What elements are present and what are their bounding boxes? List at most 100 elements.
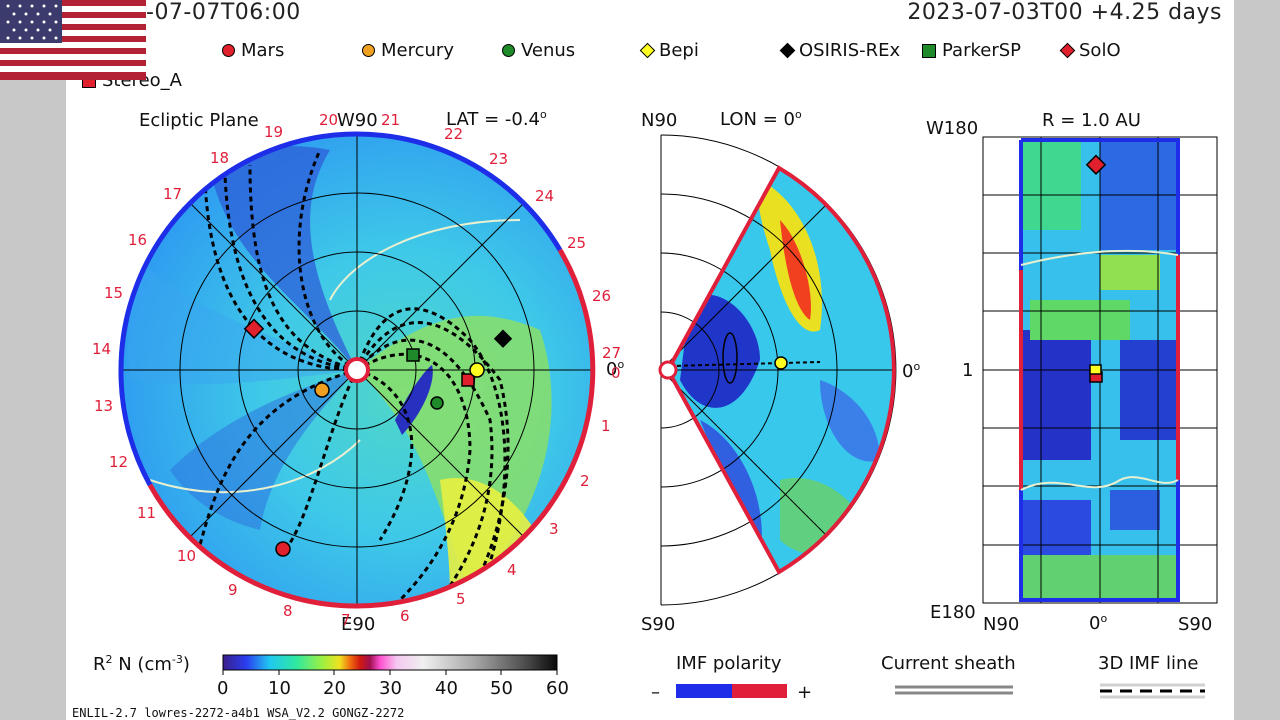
bepi-icon bbox=[639, 42, 656, 59]
sphere-mid: 1 bbox=[962, 360, 974, 381]
day-tick: 13 bbox=[94, 397, 114, 415]
colorbar-tick: 0 bbox=[217, 678, 229, 699]
meridional-n90: N90 bbox=[641, 110, 678, 131]
day-tick: 10 bbox=[177, 547, 197, 565]
bepi-marker bbox=[469, 362, 485, 378]
degree-symbol: o bbox=[617, 358, 625, 371]
earth-marker bbox=[275, 541, 291, 557]
colorbar-label: R2 N (cm-3) bbox=[93, 653, 190, 675]
mercury-marker bbox=[314, 382, 330, 398]
ecliptic-title: Ecliptic Plane bbox=[139, 110, 259, 131]
osiris-icon bbox=[779, 42, 796, 59]
ecliptic-lat-value: LAT = -0.4 bbox=[446, 109, 540, 130]
day-tick: 17 bbox=[163, 185, 183, 203]
meridional-lon-value: LON = 0 bbox=[720, 109, 795, 130]
mars-marker bbox=[243, 318, 265, 339]
colorbar-tick: 60 bbox=[546, 678, 569, 699]
colorbar-tick: 10 bbox=[268, 678, 291, 699]
day-tick: 25 bbox=[567, 234, 587, 252]
sphere-0deg: 0o bbox=[1089, 612, 1107, 634]
day-tick: 7 bbox=[341, 611, 351, 629]
imf-plus: + bbox=[797, 682, 813, 703]
day-tick: 1 bbox=[601, 417, 611, 435]
sphere-n90: N90 bbox=[983, 614, 1020, 635]
sphere-w180: W180 bbox=[926, 118, 979, 139]
degree-symbol: o bbox=[795, 108, 802, 121]
day-tick: 20 bbox=[319, 111, 339, 129]
legend-venus: Venus bbox=[502, 40, 575, 61]
day-tick: 18 bbox=[210, 149, 230, 167]
imf-minus: – bbox=[651, 682, 660, 703]
day-tick: 9 bbox=[228, 581, 238, 599]
day-tick: 11 bbox=[137, 504, 157, 522]
sun-marker bbox=[344, 357, 370, 383]
colorbar-tick: 40 bbox=[435, 678, 458, 699]
legend-mars-label: Mars bbox=[241, 40, 285, 61]
ecliptic-0-value: 0 bbox=[606, 359, 618, 380]
colorbar-label-n: N (cm bbox=[118, 654, 172, 675]
venus-marker bbox=[430, 396, 444, 410]
legend-bepi: Bepi bbox=[639, 40, 699, 61]
day-tick: 26 bbox=[592, 287, 612, 305]
venus-icon bbox=[502, 44, 515, 57]
ecliptic-w90: W90 bbox=[337, 110, 378, 131]
ecliptic-lat: LAT = -0.4o bbox=[446, 108, 547, 130]
us-flag-image bbox=[0, 0, 146, 80]
day-tick: 6 bbox=[400, 607, 410, 625]
parker-icon bbox=[922, 43, 936, 58]
day-tick: 22 bbox=[444, 125, 464, 143]
day-tick: 0 bbox=[611, 364, 621, 382]
current-sheath-title: Current sheath bbox=[881, 653, 1016, 674]
simulation-time: -07-07T06:00 bbox=[146, 0, 301, 25]
legend-solo-label: SolO bbox=[1079, 40, 1121, 61]
meridional-0-value: 0 bbox=[902, 361, 914, 382]
ecliptic-plot bbox=[118, 131, 596, 609]
imf-polarity-title: IMF polarity bbox=[676, 653, 782, 674]
mars-icon bbox=[222, 44, 235, 57]
colorbar-tick: 30 bbox=[379, 678, 402, 699]
sphere-0-value: 0 bbox=[1089, 613, 1101, 634]
day-tick: 14 bbox=[92, 340, 112, 358]
mercury-icon bbox=[362, 44, 375, 57]
sphere-e180: E180 bbox=[930, 602, 976, 623]
imf-line-title: 3D IMF line bbox=[1098, 653, 1199, 674]
legend-osiris: OSIRIS-REx bbox=[779, 40, 901, 61]
run-start-time: 2023-07-03T00 +4.25 days bbox=[907, 0, 1222, 25]
legend-mercury: Mercury bbox=[362, 40, 454, 61]
solo-icon bbox=[1059, 42, 1076, 59]
legend-solo: SolO bbox=[1059, 40, 1121, 61]
meridional-0deg: 0o bbox=[902, 360, 920, 382]
degree-symbol: o bbox=[913, 360, 921, 373]
legend-mars: Mars bbox=[222, 40, 284, 61]
day-tick: 27 bbox=[602, 344, 622, 362]
day-tick: 4 bbox=[507, 561, 517, 579]
colorbar-label-r: R bbox=[93, 654, 106, 675]
day-tick: 23 bbox=[489, 150, 509, 168]
imf-positive-swatch bbox=[732, 684, 787, 698]
legend-osiris-label: OSIRIS-REx bbox=[799, 40, 901, 61]
meridional-plot bbox=[658, 134, 897, 606]
legend-venus-label: Venus bbox=[521, 40, 576, 61]
current-sheath-swatch bbox=[895, 685, 1013, 695]
sphere-radius: R = 1.0 AU bbox=[1042, 110, 1141, 131]
colorbar-label-exp: -3 bbox=[171, 653, 183, 666]
legend-parker-label: ParkerSP bbox=[942, 40, 1022, 61]
day-tick: 19 bbox=[264, 123, 284, 141]
day-tick: 21 bbox=[381, 111, 401, 129]
osiris-marker bbox=[493, 329, 513, 348]
colorbar-label-sup: 2 bbox=[105, 653, 113, 666]
meridional-s90: S90 bbox=[641, 614, 676, 635]
day-tick: 5 bbox=[456, 590, 466, 608]
sphere-map bbox=[982, 136, 1218, 604]
degree-symbol: o bbox=[540, 108, 547, 121]
day-tick: 12 bbox=[109, 453, 129, 471]
legend-mercury-label: Mercury bbox=[381, 40, 454, 61]
imf-negative-swatch bbox=[676, 684, 732, 698]
day-tick: 3 bbox=[549, 520, 559, 538]
day-tick: 2 bbox=[580, 472, 590, 490]
day-tick: 8 bbox=[283, 602, 293, 620]
ecliptic-e90: E90 bbox=[341, 614, 376, 635]
day-tick: 15 bbox=[104, 284, 124, 302]
day-tick: 16 bbox=[128, 231, 148, 249]
